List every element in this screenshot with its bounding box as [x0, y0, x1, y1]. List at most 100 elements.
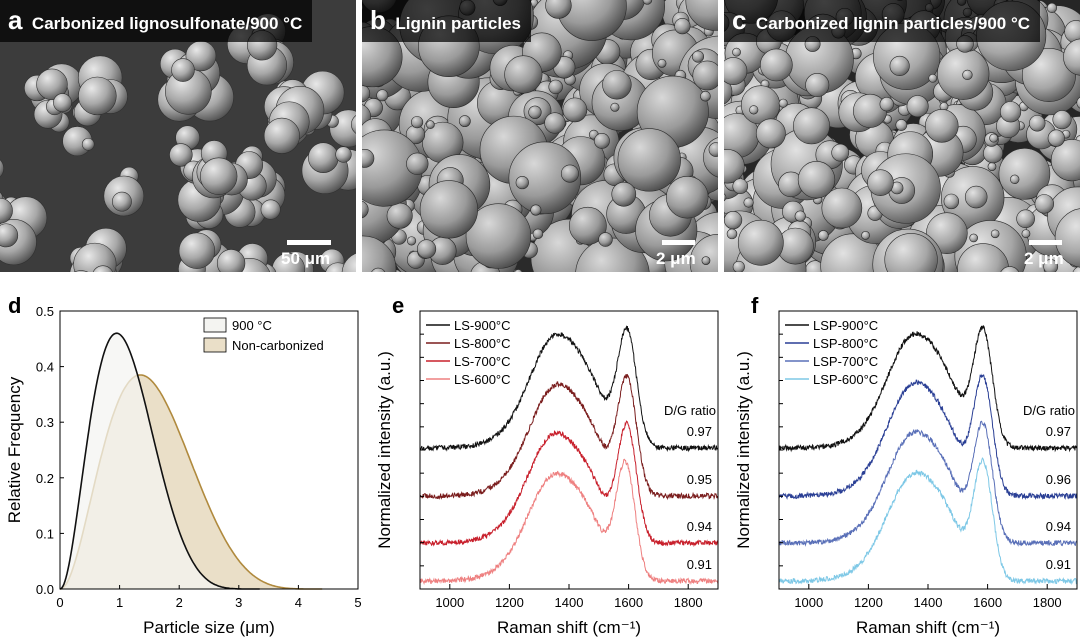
dg-ratio-value: 0.97: [687, 424, 712, 439]
raman-spectrum: [778, 324, 1078, 453]
dg-ratio-value: 0.97: [1046, 424, 1071, 439]
particle: [692, 50, 705, 63]
x-tick-label: 1800: [674, 595, 703, 610]
legend-label: LS-800°C: [454, 336, 511, 351]
panel-title: Carbonized lignosulfonate/900 °C: [31, 14, 303, 33]
legend-label: LS-900°C: [454, 318, 511, 333]
particle: [341, 253, 356, 272]
particle: [708, 142, 718, 157]
panel-label-c: c Carbonized lignin particles/900 °C: [724, 0, 1041, 42]
particle: [1050, 139, 1080, 182]
particle: [1010, 174, 1020, 185]
raman-spectrum: [419, 458, 719, 586]
chart-f: 0.97 0.96 0.94 0.91 1000 1200 1400 1600 1800 Rama…: [721, 285, 1080, 640]
distribution-line: [59, 332, 260, 590]
particle: [689, 234, 718, 272]
particle: [351, 115, 356, 134]
particle: [674, 17, 691, 35]
particle: [732, 178, 749, 195]
particle: [594, 133, 610, 149]
particle: [1021, 229, 1031, 239]
x-tick-label: 5: [354, 595, 361, 610]
particle: [602, 70, 632, 100]
particle: [867, 169, 894, 196]
particle: [416, 239, 437, 259]
particle: [548, 79, 563, 95]
particle: [794, 210, 806, 222]
particle: [749, 105, 759, 115]
particle: [724, 211, 726, 219]
raman-spectrum: [778, 373, 1078, 501]
particle: [169, 143, 193, 167]
particle: [726, 228, 738, 240]
particle: [989, 133, 999, 143]
particle: [755, 118, 786, 149]
particle: [1076, 96, 1080, 109]
particle: [732, 260, 745, 272]
particle: [987, 162, 997, 171]
particle: [793, 107, 830, 145]
dg-ratio-title: D/G ratio: [1023, 403, 1075, 418]
raman-spectrum: [419, 420, 719, 548]
legend-label: 900 °C: [232, 318, 272, 333]
particle: [260, 199, 281, 220]
particle: [998, 148, 1051, 200]
x-axis-label: Raman shift (cm⁻¹): [497, 618, 641, 637]
particle: [1063, 38, 1080, 76]
y-tick-label: 0.3: [36, 415, 54, 430]
panel-letter: d: [8, 293, 21, 318]
x-tick-label: 1200: [854, 595, 883, 610]
x-tick-label: 2: [176, 595, 183, 610]
particle: [925, 109, 959, 143]
particle: [1000, 266, 1020, 272]
particle: [92, 265, 113, 272]
particle: [700, 90, 711, 102]
particle: [1054, 208, 1080, 268]
panel-letter: b: [370, 5, 386, 35]
x-tick-label: 0: [56, 595, 63, 610]
particle: [943, 193, 960, 210]
particle: [724, 78, 733, 105]
particle: [458, 115, 471, 128]
particle: [879, 97, 894, 112]
y-tick-label: 0.4: [36, 360, 54, 375]
legend-label: LS-700°C: [454, 354, 511, 369]
panel-letter: e: [392, 293, 404, 318]
x-tick-label: 1800: [1033, 595, 1062, 610]
legend-swatch: [203, 337, 227, 353]
particle: [200, 157, 238, 195]
particle: [362, 200, 369, 219]
particle: [701, 256, 711, 265]
legend-swatch: [203, 317, 227, 333]
particle: [0, 159, 4, 178]
particle: [692, 60, 718, 91]
x-axis-label: Particle size (μm): [143, 618, 275, 637]
dg-ratio-value: 0.94: [687, 519, 712, 534]
panel-letter: a: [8, 5, 23, 35]
particle: [598, 232, 613, 247]
particle: [906, 95, 929, 118]
particle: [508, 141, 582, 215]
particle: [544, 112, 566, 134]
x-tick-label: 4: [295, 595, 302, 610]
particle: [171, 58, 195, 82]
y-tick-label: 0.0: [36, 582, 54, 597]
y-tick-label: 0.1: [36, 526, 54, 541]
particle: [724, 149, 745, 184]
raman-spectrum: [778, 420, 1078, 547]
particle: [81, 137, 95, 151]
particle: [386, 202, 413, 229]
dg-ratio-value: 0.96: [1046, 472, 1071, 487]
particle: [419, 180, 478, 239]
particle: [514, 269, 523, 272]
particle: [666, 175, 709, 219]
particle: [465, 203, 532, 269]
particle: [562, 97, 588, 123]
particle: [831, 143, 850, 162]
legend-label: LSP-800°C: [813, 336, 878, 351]
panel-title: Carbonized lignin particles/900 °C: [755, 14, 1031, 33]
particle: [611, 181, 637, 207]
particle: [530, 204, 542, 216]
particle: [861, 231, 870, 240]
particle: [969, 233, 978, 243]
